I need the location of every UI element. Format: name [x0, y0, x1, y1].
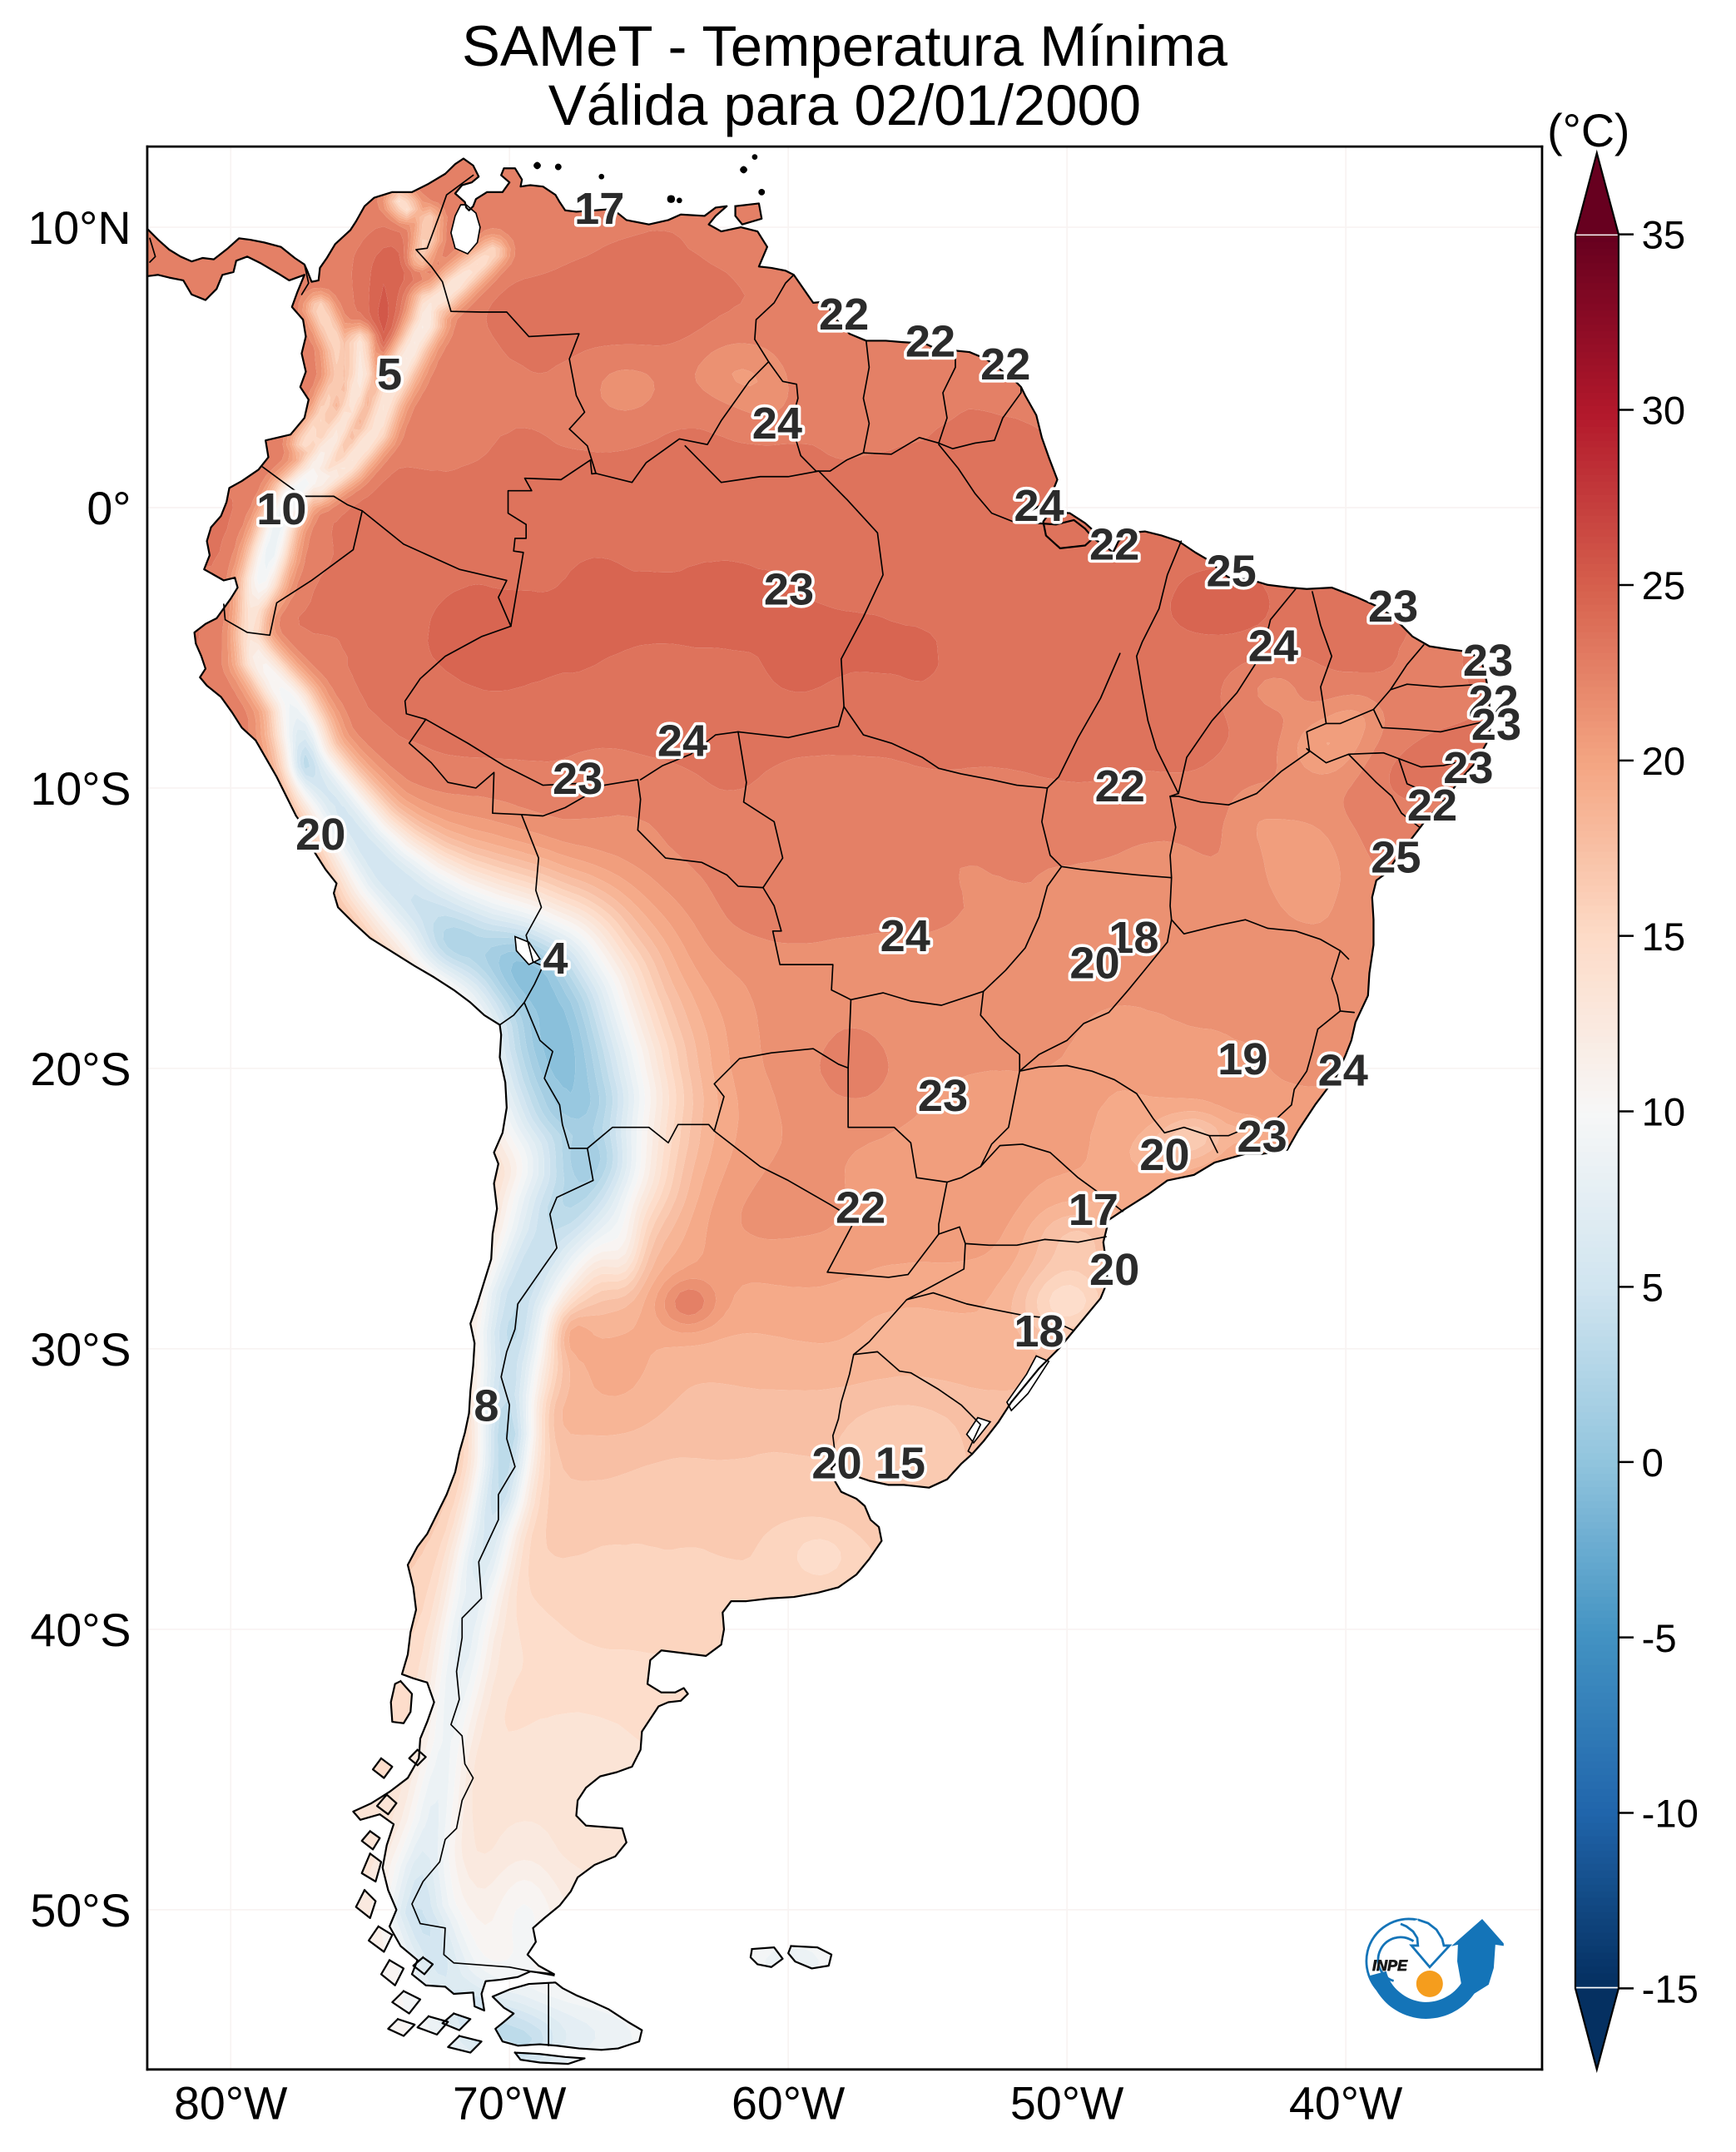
svg-text:22: 22 — [905, 317, 955, 367]
svg-text:5: 5 — [377, 350, 402, 399]
svg-text:10: 10 — [1642, 1090, 1686, 1134]
svg-text:(°C): (°C) — [1547, 105, 1629, 156]
svg-text:80°W: 80°W — [174, 2078, 288, 2130]
svg-text:20°S: 20°S — [30, 1044, 131, 1095]
svg-text:23: 23 — [1237, 1112, 1287, 1162]
svg-text:24: 24 — [1318, 1046, 1368, 1096]
svg-text:10°N: 10°N — [27, 202, 131, 254]
svg-text:30°S: 30°S — [30, 1324, 131, 1376]
svg-text:23: 23 — [1463, 636, 1513, 686]
svg-text:-5: -5 — [1642, 1617, 1677, 1661]
svg-text:20: 20 — [1089, 1245, 1139, 1295]
svg-text:22: 22 — [1469, 677, 1519, 726]
svg-text:23: 23 — [553, 754, 603, 804]
svg-text:20: 20 — [295, 810, 345, 860]
svg-text:50°W: 50°W — [1010, 2078, 1124, 2130]
svg-text:22: 22 — [980, 340, 1030, 389]
svg-text:10: 10 — [256, 484, 306, 534]
svg-text:Válida para 02/01/2000: Válida para 02/01/2000 — [548, 73, 1141, 137]
svg-text:50°S: 50°S — [30, 1885, 131, 1936]
svg-text:20: 20 — [1069, 939, 1119, 989]
svg-text:24: 24 — [1014, 481, 1064, 531]
svg-text:17: 17 — [1069, 1185, 1118, 1235]
svg-text:24: 24 — [880, 911, 930, 961]
svg-text:SAMeT - Temperatura Mínima: SAMeT - Temperatura Mínima — [462, 14, 1228, 78]
svg-text:22: 22 — [836, 1183, 885, 1233]
svg-text:18: 18 — [1014, 1307, 1064, 1356]
svg-text:10°S: 10°S — [30, 763, 131, 815]
svg-text:8: 8 — [474, 1381, 498, 1431]
svg-text:5: 5 — [1642, 1266, 1664, 1310]
svg-text:60°W: 60°W — [732, 2078, 846, 2130]
svg-text:4: 4 — [543, 934, 568, 984]
svg-text:40°W: 40°W — [1289, 2078, 1403, 2130]
svg-text:23: 23 — [764, 565, 814, 615]
svg-text:0°: 0° — [87, 483, 131, 534]
svg-text:18: 18 — [1109, 913, 1158, 963]
svg-text:22: 22 — [1089, 520, 1139, 570]
svg-text:23: 23 — [1471, 700, 1521, 750]
svg-text:25: 25 — [1207, 547, 1257, 597]
svg-text:35: 35 — [1642, 214, 1686, 258]
svg-text:24: 24 — [752, 399, 802, 449]
svg-text:-15: -15 — [1642, 1967, 1699, 2011]
svg-text:23: 23 — [1368, 582, 1418, 632]
svg-text:22: 22 — [1095, 761, 1145, 811]
svg-text:19: 19 — [1218, 1034, 1267, 1084]
svg-text:23: 23 — [1443, 743, 1493, 793]
svg-text:0: 0 — [1642, 1441, 1664, 1485]
svg-text:25: 25 — [1371, 833, 1421, 883]
svg-text:20: 20 — [1642, 740, 1686, 784]
svg-text:70°W: 70°W — [453, 2078, 567, 2130]
svg-text:22: 22 — [819, 290, 869, 340]
svg-text:20: 20 — [811, 1438, 861, 1488]
svg-text:15: 15 — [875, 1438, 925, 1488]
svg-text:24: 24 — [1248, 622, 1298, 672]
svg-text:23: 23 — [918, 1071, 968, 1121]
svg-text:25: 25 — [1642, 564, 1686, 608]
svg-text:22: 22 — [1407, 781, 1457, 831]
svg-text:20: 20 — [1139, 1130, 1189, 1180]
svg-text:30: 30 — [1642, 389, 1686, 433]
svg-text:24: 24 — [657, 717, 707, 766]
svg-text:40°S: 40°S — [30, 1604, 131, 1656]
svg-text:17: 17 — [574, 184, 624, 234]
svg-text:15: 15 — [1642, 915, 1686, 959]
svg-text:-10: -10 — [1642, 1793, 1699, 1837]
